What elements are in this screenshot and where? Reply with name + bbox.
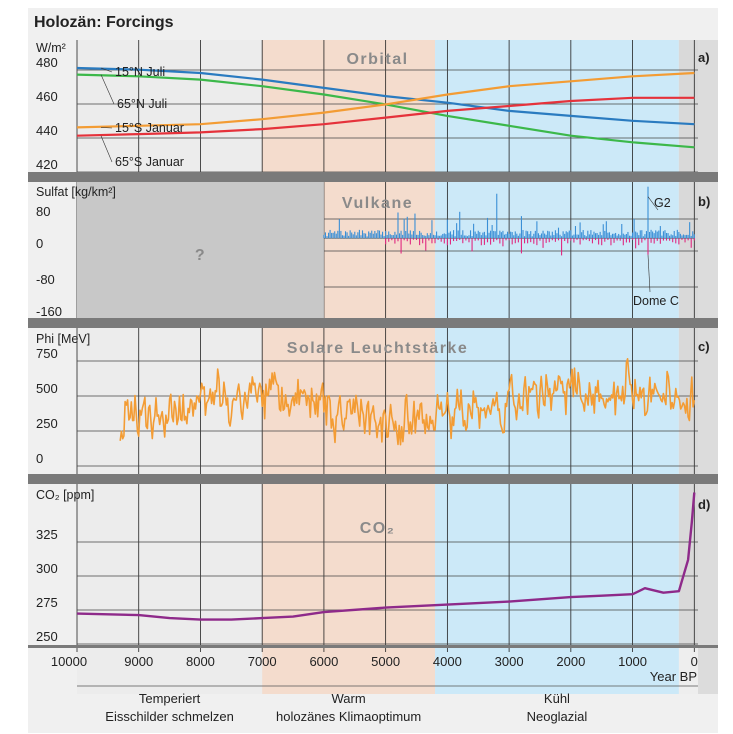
x-tick-label: 8000 (186, 654, 215, 669)
y-tick-label: 250 (36, 629, 58, 644)
x-tick-label: 9000 (124, 654, 153, 669)
period-label-line1: Temperiert (139, 691, 201, 706)
panel-title: Orbital (346, 51, 408, 68)
period-strip-cell (262, 645, 436, 694)
panel-separator (28, 172, 718, 182)
panel-separator (28, 645, 718, 648)
series-line (76, 66, 695, 126)
series-leader (647, 196, 659, 211)
series-label: G2 (654, 196, 671, 210)
y-axis-unit: Sulfat [kg/km²] (36, 185, 116, 199)
x-tick-label: 6000 (309, 654, 338, 669)
y-tick-label: 0 (36, 451, 43, 466)
period-label-line1: Warm (332, 691, 366, 706)
series-leader (100, 74, 115, 105)
no-data-area (77, 182, 324, 318)
y-axis-unit: W/m² (36, 41, 66, 55)
panel-title: CO₂ (360, 520, 396, 537)
series-line (76, 71, 695, 129)
x-tick-label: 7000 (248, 654, 277, 669)
y-tick-label: 440 (36, 123, 58, 138)
period-band (262, 40, 436, 694)
y-tick-label: 250 (36, 416, 58, 431)
y-tick-label: 80 (36, 204, 50, 219)
y-tick-label: 420 (36, 157, 58, 172)
panel-letter: b) (698, 194, 710, 209)
panel-letter-column (698, 40, 718, 694)
series-label: 15°S Januar (115, 121, 184, 135)
period-band (435, 40, 679, 694)
text-layer: 480 460 440 420 W/m² Orbital a) 80 0 -80 -160 Sulfa… (36, 41, 710, 724)
y-tick-label: 325 (36, 527, 58, 542)
y-axis-unit: CO₂ [ppm] (36, 488, 94, 502)
panel-separator (28, 474, 718, 484)
solar-phi-line (119, 357, 696, 446)
series-leader (100, 67, 113, 73)
x-tick-label: 5000 (371, 654, 400, 669)
period-label-line1: Kühl (544, 691, 570, 706)
y-tick-label: -160 (36, 304, 62, 319)
panel-title: Vulkane (342, 195, 413, 212)
y-tick-label: 750 (36, 346, 58, 361)
data-layer (76, 66, 698, 687)
series-label: 15°N Juli (115, 65, 165, 79)
y-tick-label: 0 (36, 236, 43, 251)
panel-letter: d) (698, 497, 710, 512)
panel-separator (28, 318, 718, 328)
y-tick-label: 460 (36, 89, 58, 104)
no-data-mark: ? (195, 247, 206, 264)
period-label-line2: holozänes Klimaoptimum (276, 709, 421, 724)
y-axis-unit: Phi [MeV] (36, 332, 90, 346)
period-band (77, 40, 263, 694)
x-tick-label: 3000 (495, 654, 524, 669)
x-tick-label: 4000 (433, 654, 462, 669)
y-tick-label: 275 (36, 595, 58, 610)
panel-letter: a) (698, 50, 710, 65)
period-strip-cell (435, 645, 679, 694)
period-label-line2: Neoglazial (527, 709, 588, 724)
series-label: 65°S Januar (115, 155, 184, 169)
series-line (76, 96, 695, 137)
period-label-line2: Eisschilder schmelzen (105, 709, 234, 724)
y-tick-label: 500 (36, 381, 58, 396)
panel-letter: c) (698, 339, 710, 354)
x-tick-label: 2000 (556, 654, 585, 669)
panel-title: Solare Leuchtstärke (287, 340, 468, 357)
period-bands (77, 40, 718, 694)
series-label: 65°N Juli (117, 97, 167, 111)
x-tick-label: 10000 (51, 654, 87, 669)
series-leader (100, 127, 113, 129)
x-tick-label: 0 (691, 654, 698, 669)
series-leader (100, 135, 113, 163)
series-label: Dome C (633, 294, 679, 308)
panel-separators (28, 172, 718, 648)
co2-line (76, 492, 696, 621)
y-tick-label: 480 (36, 55, 58, 70)
y-tick-label: -80 (36, 272, 55, 287)
x-tick-label: 1000 (618, 654, 647, 669)
series-leader (647, 254, 651, 293)
period-strip-cell (77, 645, 263, 694)
x-axis-label: Year BP (650, 669, 697, 684)
figure-title: Holozän: Forcings (34, 14, 174, 31)
y-tick-label: 300 (36, 561, 58, 576)
